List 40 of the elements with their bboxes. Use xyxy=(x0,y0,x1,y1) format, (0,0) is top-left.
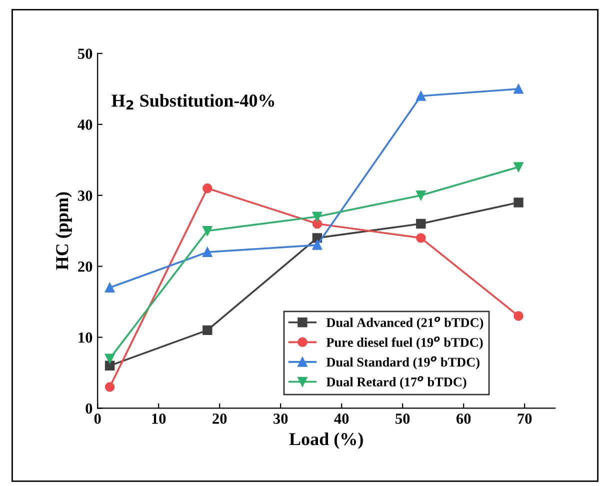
point xyxy=(416,91,426,101)
y-tick-label: 50 xyxy=(78,48,92,59)
point xyxy=(416,218,426,229)
point xyxy=(104,360,115,371)
legend-label: Pure diesel fuel (19$^{o}$ bTDC) xyxy=(326,336,483,350)
x-tick-label: 40 xyxy=(334,414,349,424)
point xyxy=(104,354,115,364)
legend-label: Dual Advanced (21$^{o}$ bTDC) xyxy=(326,316,484,330)
point xyxy=(202,247,212,257)
point xyxy=(514,198,524,208)
legend-label: Dual Standard (19$^{o}$ bTDC) xyxy=(326,356,480,370)
y-tick-label: 10 xyxy=(78,332,92,343)
y-tick-label: 20 xyxy=(78,261,92,272)
x-tick-label: 50 xyxy=(396,414,410,424)
point xyxy=(202,325,212,336)
point xyxy=(312,212,322,222)
point xyxy=(312,240,322,250)
x-tick-label: 60 xyxy=(456,414,471,424)
point xyxy=(416,233,426,243)
x-tick-label: 0 xyxy=(94,414,101,424)
legend-label: Dual Retard (17$^{o}$ bTDC) xyxy=(326,376,466,390)
point xyxy=(312,218,322,229)
y-axis-title: HC (ppm) xyxy=(56,192,72,270)
x-axis-title: Load (%) xyxy=(289,432,363,449)
y-tick-label: 40 xyxy=(78,120,92,130)
y-tick-label: 30 xyxy=(78,190,92,201)
point xyxy=(514,162,524,172)
point xyxy=(416,190,426,200)
annotation: H$_{2}$ Substitution-40% xyxy=(112,94,274,110)
x-tick-label: 70 xyxy=(518,414,532,424)
point xyxy=(104,282,115,292)
x-tick-label: 20 xyxy=(212,414,227,424)
point xyxy=(514,84,524,94)
y-tick-label: 0 xyxy=(86,403,92,414)
x-tick-label: 30 xyxy=(274,414,288,424)
point xyxy=(104,382,115,392)
point xyxy=(202,183,212,194)
x-tick-label: 10 xyxy=(152,414,166,424)
point xyxy=(514,311,524,321)
point xyxy=(202,226,212,236)
